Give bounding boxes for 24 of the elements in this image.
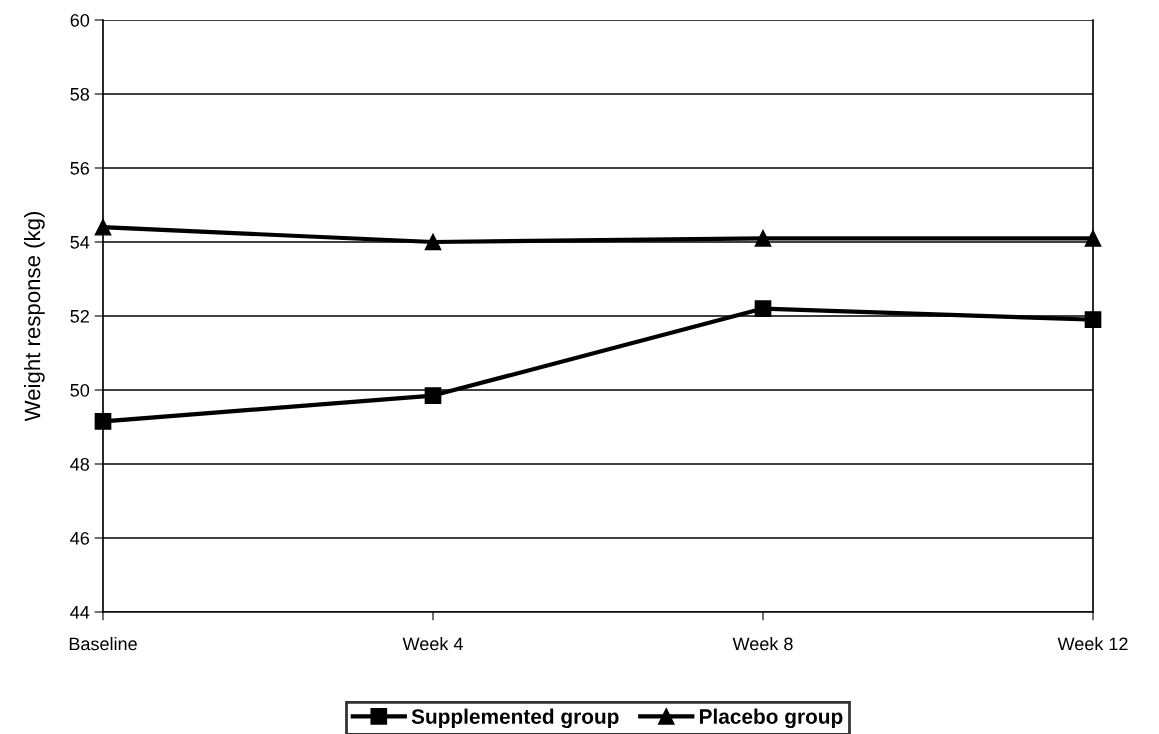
y-tick-label: 58 <box>70 87 90 101</box>
y-tick-label: 46 <box>70 531 90 545</box>
x-tick-label: Week 8 <box>732 637 793 651</box>
legend-label: Placebo group <box>699 708 843 729</box>
y-tick-label: 56 <box>70 161 90 175</box>
point <box>94 218 112 236</box>
x-tick-label: Week 4 <box>402 637 463 651</box>
x-tick-label: Baseline <box>69 637 137 651</box>
x-tick-label: Week 12 <box>1057 637 1128 651</box>
y-tick-label: 50 <box>70 383 90 397</box>
point <box>424 233 442 251</box>
y-tick-label: 48 <box>70 457 90 471</box>
legend-label: Supplemented group <box>411 708 619 729</box>
y-tick-label: 44 <box>70 606 90 619</box>
point <box>754 229 772 247</box>
point <box>1084 311 1102 329</box>
y-tick-label: 60 <box>70 13 90 27</box>
point <box>754 300 772 317</box>
y-axis-title: Weight response (kg) <box>24 211 45 422</box>
y-tick-label: 54 <box>70 236 90 249</box>
y-tick-label: 52 <box>70 309 89 323</box>
point <box>424 387 442 404</box>
point <box>1084 229 1102 247</box>
point <box>94 413 112 430</box>
